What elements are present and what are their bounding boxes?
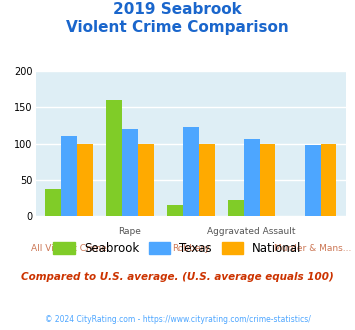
Text: 2019 Seabrook: 2019 Seabrook [113, 2, 242, 16]
Bar [61, 136, 77, 216]
Bar [260, 144, 275, 216]
Text: Compared to U.S. average. (U.S. average equals 100): Compared to U.S. average. (U.S. average … [21, 272, 334, 282]
Bar [228, 200, 244, 216]
Text: Robbery: Robbery [172, 244, 209, 253]
Bar [183, 127, 199, 216]
Bar [77, 144, 93, 216]
Bar [199, 144, 214, 216]
Bar [321, 144, 337, 216]
Bar [167, 205, 183, 216]
Text: Murder & Mans...: Murder & Mans... [274, 244, 351, 253]
Text: Rape: Rape [119, 227, 141, 236]
Text: Violent Crime Comparison: Violent Crime Comparison [66, 20, 289, 35]
Bar [106, 100, 122, 216]
Bar [244, 139, 260, 216]
Legend: Seabrook, Texas, National: Seabrook, Texas, National [49, 237, 306, 260]
Text: All Violent Crime: All Violent Crime [31, 244, 107, 253]
Bar [138, 144, 154, 216]
Text: © 2024 CityRating.com - https://www.cityrating.com/crime-statistics/: © 2024 CityRating.com - https://www.city… [45, 315, 310, 324]
Bar [45, 189, 61, 216]
Bar [305, 145, 321, 216]
Text: Aggravated Assault: Aggravated Assault [207, 227, 296, 236]
Bar [122, 129, 138, 216]
